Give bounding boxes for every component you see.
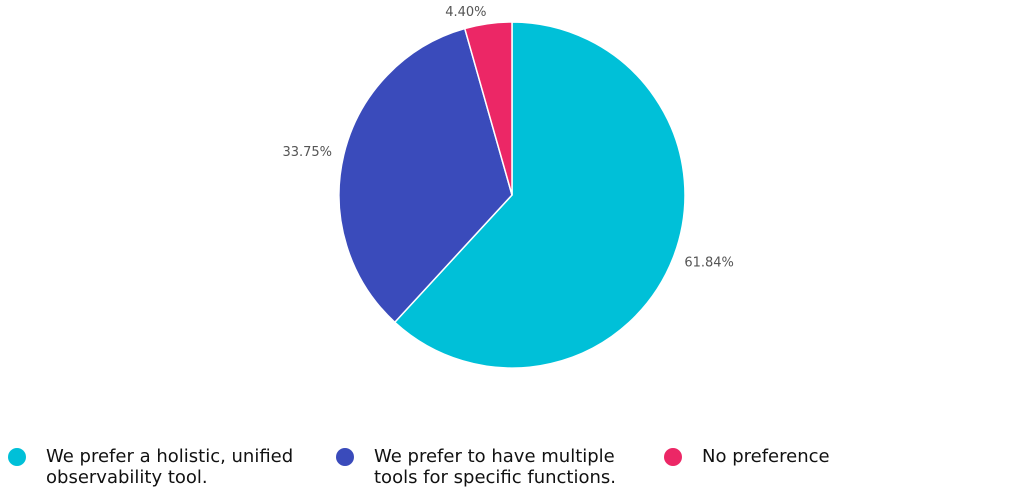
chart-legend: We prefer a holistic, unified observabil… bbox=[0, 440, 1024, 500]
legend-label-no-preference: No preference bbox=[702, 446, 830, 467]
pie-slice-holistic[interactable] bbox=[393, 21, 686, 369]
legend-item-multiple-tools[interactable]: We prefer to have multiple tools for spe… bbox=[336, 446, 616, 488]
pie-chart-svg: 61.84% 33.75% 4.40% bbox=[282, 5, 734, 369]
legend-swatch-no-preference bbox=[664, 448, 682, 466]
legend-swatch-multiple-tools bbox=[336, 448, 354, 466]
pie-slice-multiple-tools[interactable] bbox=[338, 27, 513, 324]
pie-slice-no-preference[interactable] bbox=[463, 21, 513, 196]
legend-swatch-holistic bbox=[8, 448, 26, 466]
legend-label-holistic: We prefer a holistic, unified observabil… bbox=[46, 446, 294, 488]
slice-label-holistic: 61.84% bbox=[684, 255, 734, 270]
legend-label-multiple-tools: We prefer to have multiple tools for spe… bbox=[374, 446, 617, 488]
legend-item-no-preference[interactable]: No preference bbox=[664, 446, 830, 467]
pie-chart: 61.84% 33.75% 4.40% bbox=[282, 5, 734, 369]
slice-label-multiple-tools: 33.75% bbox=[282, 145, 332, 160]
slice-label-no-preference: 4.40% bbox=[445, 5, 486, 20]
legend-item-holistic[interactable]: We prefer a holistic, unified observabil… bbox=[8, 446, 293, 488]
